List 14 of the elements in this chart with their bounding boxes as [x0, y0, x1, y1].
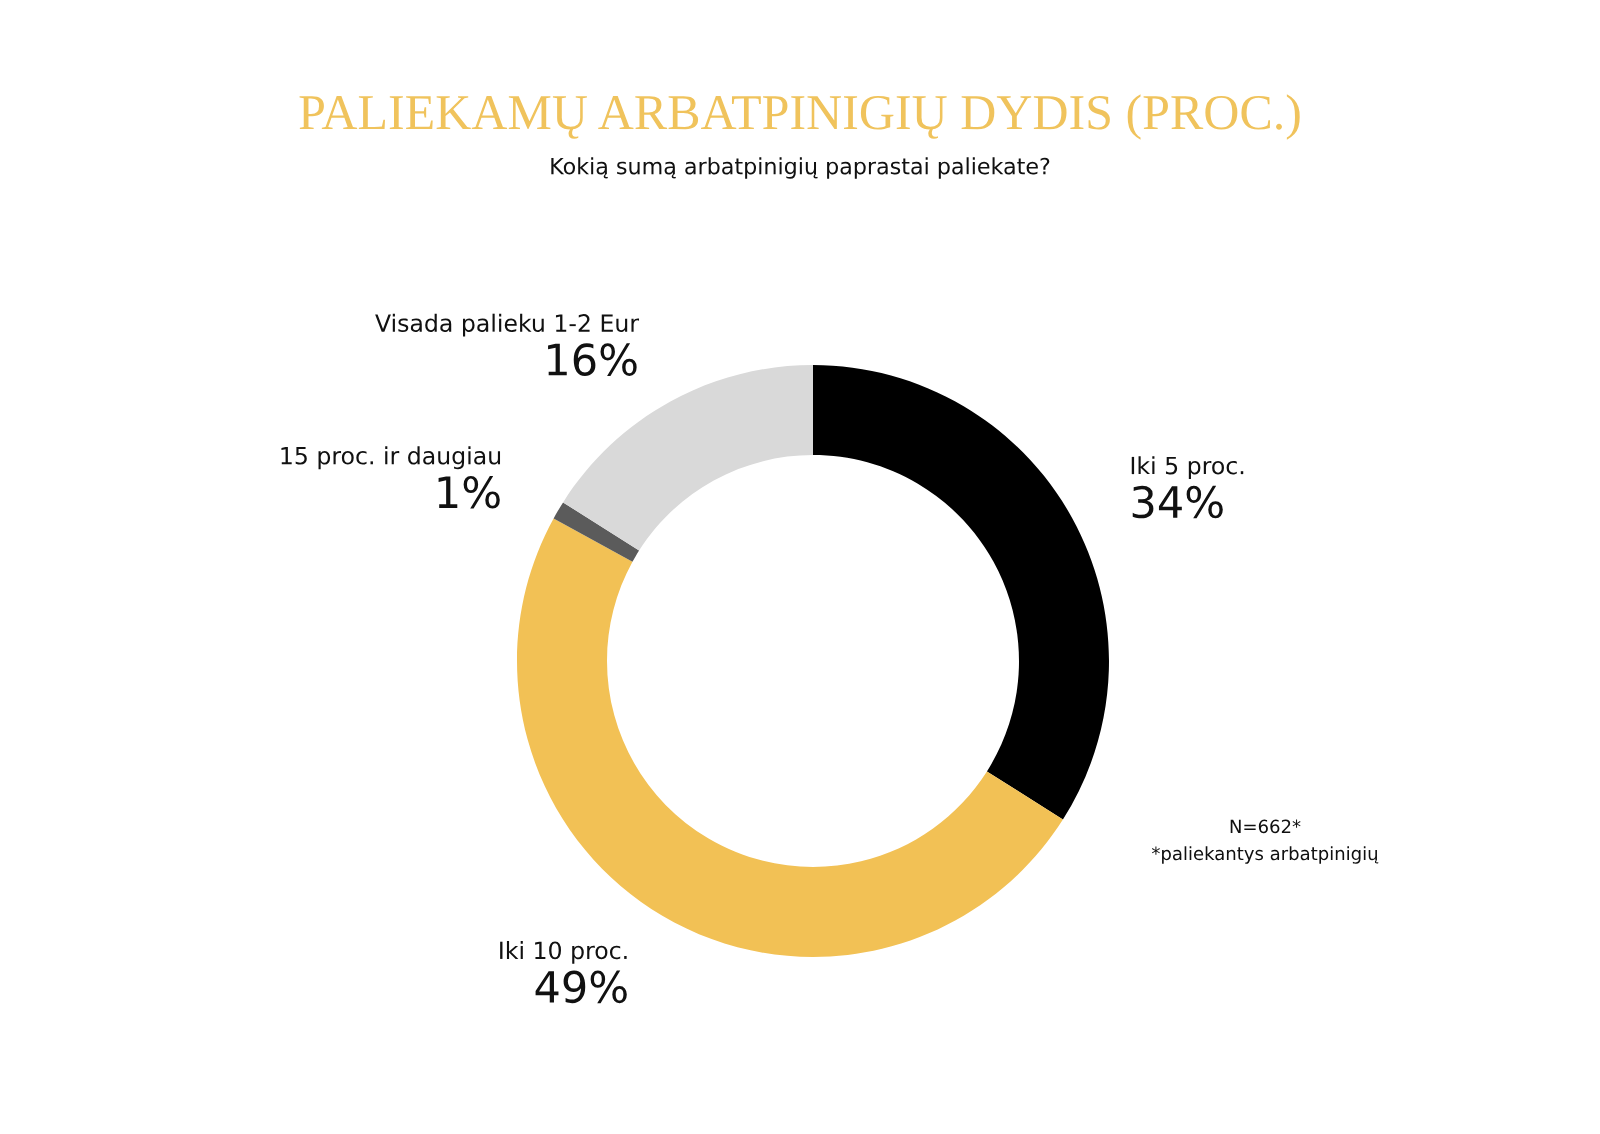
text: *paliekantys arbatpinigių: [1151, 846, 1379, 864]
chart-title: PALIEKAMŲ ARBATPINIGIŲ DYDIS (PROC.): [299, 94, 1300, 140]
slice-label: Iki 5 proc.: [1131, 456, 1244, 480]
slice-label: 15 proc. ir daugiau: [281, 446, 501, 470]
slice-label: Visada palieku 1-2 Eur: [375, 313, 640, 337]
data-label: 16%: [548, 343, 637, 376]
data-label: 34%: [1132, 485, 1223, 519]
data-label: 49%: [535, 970, 627, 1004]
data-label: 1%: [438, 475, 500, 509]
donut-slice: [553, 502, 640, 562]
slice-label: Iki 10 proc.: [500, 940, 627, 964]
donut-slice: [813, 365, 1109, 820]
text: N=662*: [1230, 819, 1301, 834]
chart-subtitle: Kokią sumą arbatpinigių paprastai paliekate?: [551, 157, 1050, 179]
